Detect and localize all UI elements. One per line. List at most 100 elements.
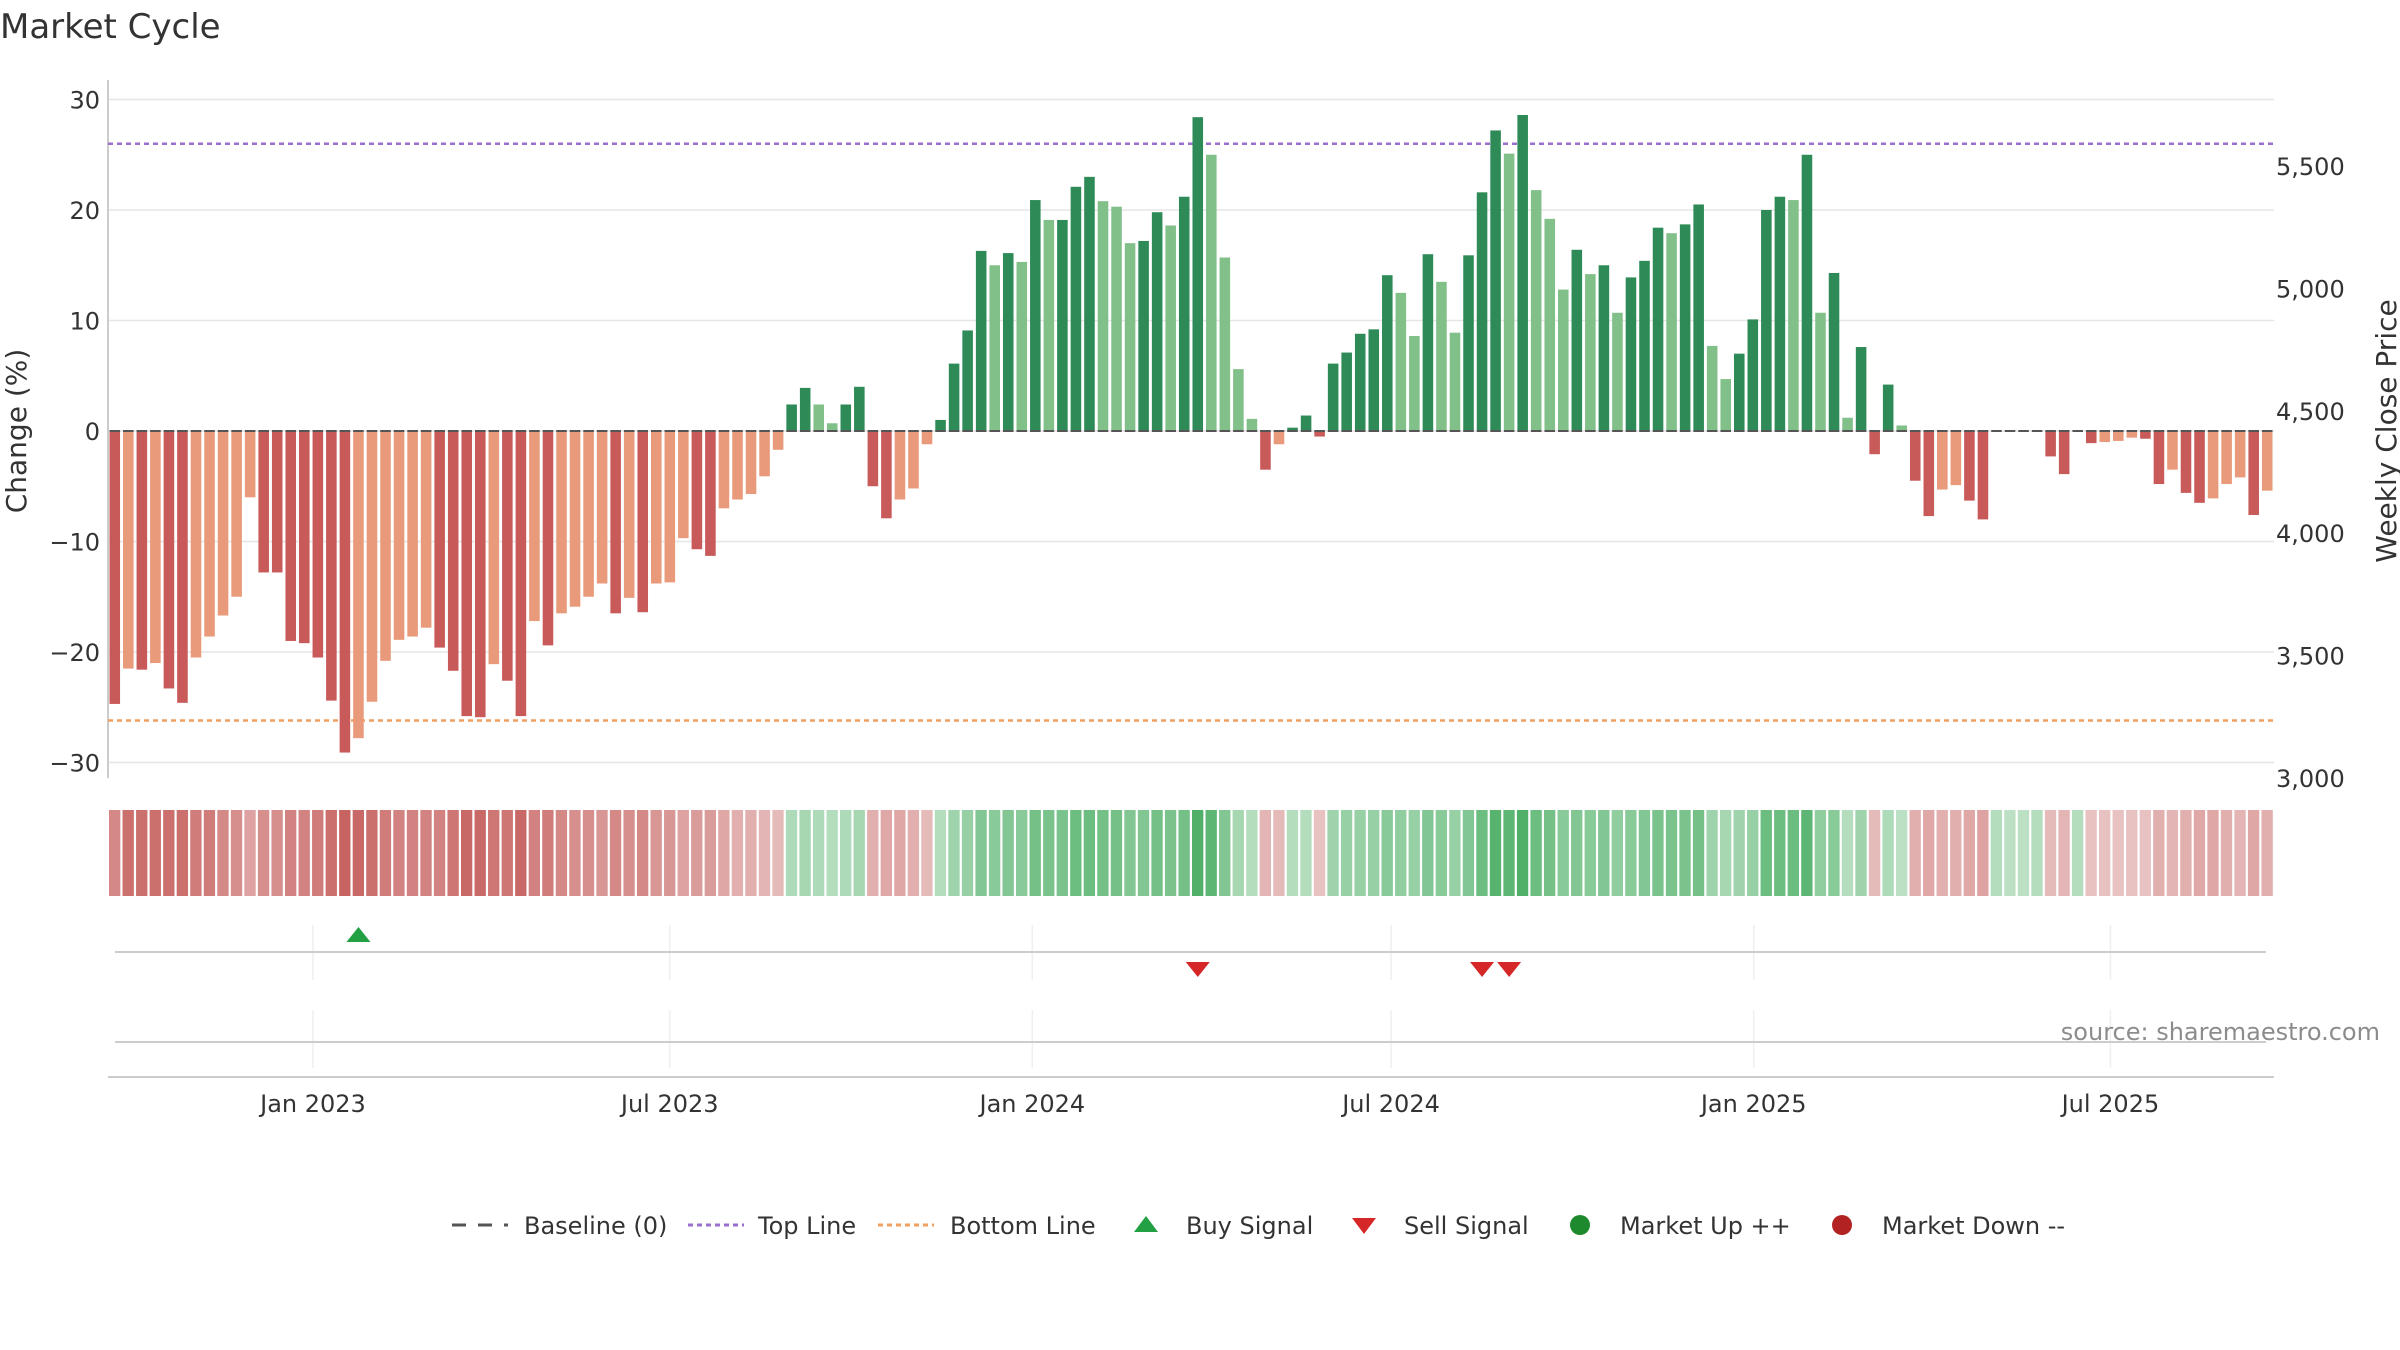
strip-cell — [718, 810, 730, 896]
strip-cell — [109, 810, 121, 896]
strip-cell — [2220, 810, 2233, 896]
bar — [1043, 219, 1055, 431]
x-axis-ticks: Jan 2023 Jul 2023 Jan 2024 Jul 2024 Jan 2025… — [258, 1090, 2159, 1118]
y2-tick-label: 4,500 — [2276, 398, 2345, 426]
bar — [881, 431, 892, 519]
strip-cell — [1016, 810, 1028, 896]
bar — [2248, 431, 2259, 515]
strip-cell — [542, 810, 554, 896]
bar — [583, 431, 594, 597]
strip-cell — [1489, 810, 1502, 896]
bar — [339, 431, 351, 753]
bar — [1260, 431, 1271, 470]
strip-cell — [217, 810, 229, 896]
strip-cell — [2085, 810, 2097, 896]
strip-cell — [1381, 810, 1393, 896]
strip-cell — [1787, 810, 1799, 896]
legend-label: Market Up ++ — [1620, 1212, 1791, 1240]
bar — [1530, 190, 1542, 431]
bar — [908, 431, 919, 489]
bar — [1855, 347, 1867, 431]
bar — [556, 431, 567, 614]
strip-cell — [1367, 810, 1380, 896]
strip-cell — [2180, 810, 2192, 896]
x-tick-label: Jul 2023 — [619, 1090, 719, 1118]
bar — [1937, 431, 1948, 490]
strip-cell — [1909, 810, 1921, 896]
strip-cell — [190, 810, 202, 896]
strip-cell — [1855, 810, 1867, 896]
bar — [1287, 427, 1298, 431]
strip-cell — [988, 810, 1001, 896]
strip-cell — [1706, 810, 1718, 896]
strip-cell — [1192, 810, 1204, 896]
bar — [231, 431, 242, 597]
strip-cell — [149, 810, 161, 896]
bar — [989, 265, 1000, 431]
strip-cell — [1557, 810, 1569, 896]
strip-cell — [623, 810, 635, 896]
bar — [1625, 277, 1637, 431]
strip-cell — [853, 810, 865, 896]
strip-cell — [1516, 810, 1529, 896]
bar — [2058, 431, 2070, 475]
y-tick-label: 20 — [69, 197, 100, 225]
bar — [1314, 431, 1325, 437]
bar — [285, 431, 297, 641]
strip-cell — [2099, 810, 2111, 896]
x-tick-label: Jul 2024 — [1340, 1090, 1440, 1118]
legend-label: Top Line — [757, 1212, 856, 1240]
strip-cell — [1598, 810, 1610, 896]
bar — [2113, 431, 2124, 441]
strip-cell — [1083, 810, 1096, 896]
bar — [894, 431, 906, 500]
bar — [1138, 240, 1149, 431]
bar — [461, 431, 473, 717]
strip-cell — [907, 810, 920, 896]
strip-cell — [284, 810, 297, 896]
bar — [1585, 274, 1596, 431]
bar — [1382, 275, 1393, 431]
bar — [1733, 353, 1745, 431]
strip-cell — [1530, 810, 1542, 896]
strip-cell — [555, 810, 568, 896]
strip-cell — [650, 810, 662, 896]
bar — [1422, 254, 1434, 431]
bar — [732, 431, 743, 500]
strip-cell — [2071, 810, 2084, 896]
strip-cell — [1097, 810, 1109, 896]
bar — [244, 431, 256, 498]
bar — [854, 386, 865, 431]
reference-lines — [108, 142, 2274, 722]
strip-cell — [203, 810, 216, 896]
strip-cell — [1990, 810, 2003, 896]
strip-cell — [1652, 810, 1664, 896]
legend-label: Baseline (0) — [524, 1212, 667, 1240]
strip-cell — [1571, 810, 1583, 896]
strip-cell — [1408, 810, 1420, 896]
bar — [1558, 289, 1569, 431]
bar — [705, 431, 716, 556]
strip-cell — [2247, 810, 2260, 896]
bar — [1300, 415, 1312, 431]
strip-cell — [934, 810, 947, 896]
strip-cell — [1719, 810, 1732, 896]
bar — [799, 387, 811, 431]
strip-cell — [1070, 810, 1082, 896]
strip-cell — [122, 810, 134, 896]
bar — [1869, 431, 1880, 455]
bar — [1273, 431, 1285, 445]
bar — [1124, 243, 1136, 431]
strip-cell — [1950, 810, 1962, 896]
strip-cell — [366, 810, 378, 896]
strip-cell — [1340, 810, 1353, 896]
bar — [1693, 204, 1704, 431]
bar — [2261, 431, 2273, 491]
legend-label: Market Down -- — [1882, 1212, 2065, 1240]
y-tick-label: −20 — [49, 639, 100, 667]
bar — [867, 431, 879, 487]
y2-axis-label: Weekly Close Price — [2370, 299, 2400, 562]
bar — [326, 431, 337, 701]
strip-cell — [1936, 810, 1948, 896]
legend-market-up-symbol — [1570, 1215, 1590, 1235]
